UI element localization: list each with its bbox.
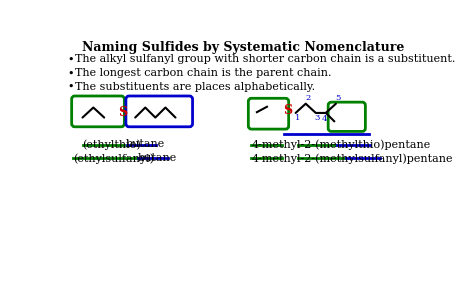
Text: (ethylsulfanyl): (ethylsulfanyl) bbox=[73, 153, 154, 163]
Text: 4: 4 bbox=[321, 115, 327, 123]
Text: S: S bbox=[118, 106, 128, 119]
Text: 2: 2 bbox=[305, 94, 310, 102]
Text: •: • bbox=[67, 82, 73, 92]
Text: •: • bbox=[67, 68, 73, 78]
Text: 5: 5 bbox=[336, 94, 341, 102]
Text: The longest carbon chain is the parent chain.: The longest carbon chain is the parent c… bbox=[75, 68, 331, 78]
Text: •: • bbox=[67, 54, 73, 64]
Text: The alkyl sulfanyl group with shorter carbon chain is a substituent.: The alkyl sulfanyl group with shorter ca… bbox=[75, 54, 455, 64]
Text: S: S bbox=[283, 104, 292, 117]
Text: 4-methyl-2-(methylthio)pentane: 4-methyl-2-(methylthio)pentane bbox=[251, 139, 431, 150]
Text: butane: butane bbox=[137, 153, 177, 163]
Text: 1: 1 bbox=[294, 114, 300, 122]
Text: The substituents are places alphabetically.: The substituents are places alphabetical… bbox=[75, 82, 315, 92]
Text: 3: 3 bbox=[315, 114, 320, 122]
Text: 4-methyl-2-(methylsulfanyl)pentane: 4-methyl-2-(methylsulfanyl)pentane bbox=[251, 153, 453, 163]
Text: butane: butane bbox=[126, 139, 165, 149]
Text: Naming Sulfides by Systematic Nomenclature: Naming Sulfides by Systematic Nomenclatu… bbox=[82, 41, 404, 54]
Text: (ethylthio): (ethylthio) bbox=[82, 139, 141, 150]
